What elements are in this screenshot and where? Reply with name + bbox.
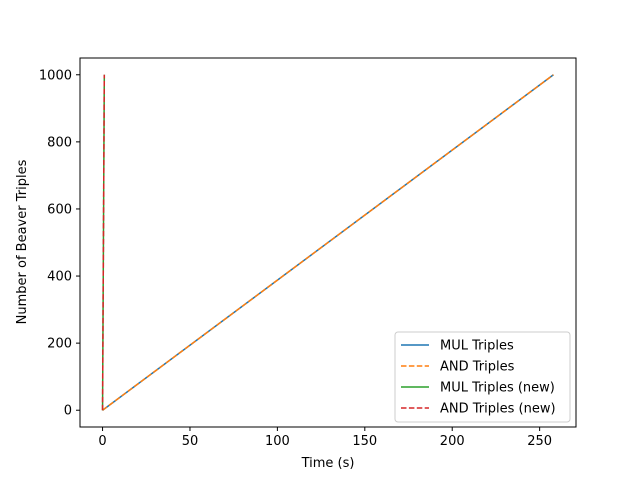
x-axis: 0 50 100 150 200 250 <box>98 427 552 449</box>
series-line <box>101 74 106 411</box>
series-layer <box>101 74 554 411</box>
legend: MUL Triples AND Triples MUL Triples (new) A… <box>394 331 571 423</box>
x-tick-label: 250 <box>527 434 552 449</box>
x-tick-label: 150 <box>352 434 377 449</box>
x-tick-label: 200 <box>440 434 465 449</box>
legend-label: AND Triples (new) <box>440 402 556 417</box>
legend-box <box>394 331 571 423</box>
y-axis: 0 200 400 600 800 1000 <box>39 68 80 419</box>
y-tick-label: 200 <box>47 337 72 352</box>
y-axis-title: Number of Beaver Triples <box>15 159 30 324</box>
x-axis-title: Time (s) <box>301 456 355 471</box>
legend-label: MUL Triples (new) <box>440 381 555 396</box>
legend-label: AND Triples <box>440 360 515 375</box>
plot-frame <box>79 57 577 428</box>
y-tick-label: 600 <box>47 202 72 217</box>
y-tick-label: 1000 <box>39 68 72 83</box>
x-tick-label: 0 <box>98 434 106 449</box>
x-tick-label: 50 <box>182 434 199 449</box>
y-tick-label: 400 <box>47 270 72 285</box>
series-line <box>102 74 554 411</box>
y-tick-label: 0 <box>64 404 72 419</box>
y-tick-label: 800 <box>47 135 72 150</box>
x-tick-label: 100 <box>265 434 290 449</box>
legend-label: MUL Triples <box>440 339 514 354</box>
